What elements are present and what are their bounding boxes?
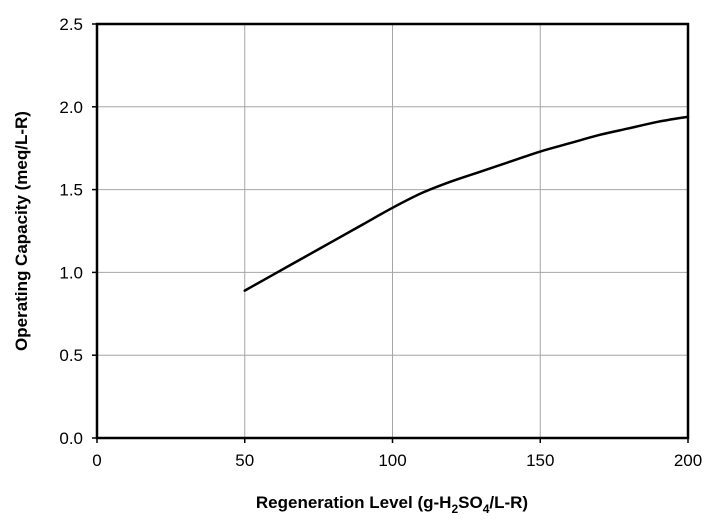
y-tick-label: 0.5 <box>59 346 83 365</box>
axis-ticks: 0 50 100 150 200 0.0 0.5 1.0 1.5 2.0 2.5 <box>59 15 702 470</box>
series-layer <box>243 115 690 292</box>
x-tick-label: 150 <box>526 451 554 470</box>
y-tick-label: 2.0 <box>59 98 83 117</box>
gridlines <box>97 24 688 438</box>
y-axis-title: Operating Capacity (meq/L-R) <box>12 111 31 351</box>
x-tick-label: 200 <box>674 451 702 470</box>
x-tick-label: 0 <box>92 451 101 470</box>
y-tick-label: 1.5 <box>59 181 83 200</box>
y-tick-label: 1.0 <box>59 263 83 282</box>
x-tick-label: 100 <box>378 451 406 470</box>
series-line <box>243 115 690 292</box>
x-axis-title: Regeneration Level (g-H2SO4/L-R) <box>256 493 528 516</box>
y-tick-label: 2.5 <box>59 15 83 34</box>
y-tick-label: 0.0 <box>59 429 83 448</box>
x-tick-label: 50 <box>235 451 254 470</box>
